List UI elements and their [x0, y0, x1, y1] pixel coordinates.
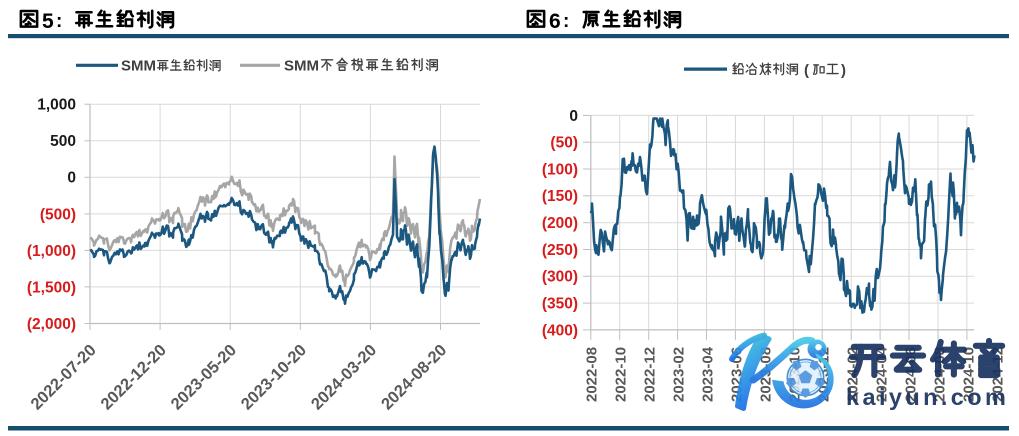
svg-text:2022-12: 2022-12	[641, 347, 658, 402]
svg-text:(150): (150)	[542, 188, 578, 205]
svg-text::: :	[563, 11, 569, 32]
svg-text:(350): (350)	[542, 296, 578, 313]
svg-text:(2,000): (2,000)	[27, 316, 76, 333]
svg-text::: :	[56, 11, 62, 32]
svg-text:0: 0	[67, 170, 76, 187]
svg-text:5: 5	[42, 10, 54, 33]
svg-text:2022-08: 2022-08	[583, 347, 600, 402]
svg-text:(: (	[804, 62, 809, 79]
svg-text:(100): (100)	[542, 161, 578, 178]
svg-text:1,000: 1,000	[37, 97, 76, 114]
svg-text:(250): (250)	[542, 242, 578, 259]
svg-text:(300): (300)	[542, 269, 578, 286]
svg-text:0: 0	[569, 108, 578, 125]
svg-text:(200): (200)	[542, 215, 578, 232]
svg-text:2022-10: 2022-10	[612, 347, 629, 402]
svg-text:(400): (400)	[542, 322, 578, 339]
svg-text:2023-02: 2023-02	[670, 347, 687, 402]
svg-text:2023-04: 2023-04	[699, 346, 716, 402]
svg-text:(500): (500)	[40, 206, 76, 223]
svg-text:(1,000): (1,000)	[27, 243, 76, 260]
svg-text:(50): (50)	[550, 135, 578, 152]
svg-text:SMM: SMM	[284, 58, 319, 75]
svg-text:500: 500	[50, 133, 76, 150]
svg-text:6: 6	[549, 10, 561, 33]
svg-text:SMM: SMM	[121, 58, 156, 75]
svg-text:2024-04: 2024-04	[873, 346, 890, 402]
svg-text:kaiyun.com: kaiyun.com	[846, 384, 1009, 410]
svg-text:(1,500): (1,500)	[27, 279, 76, 296]
svg-text:): )	[841, 62, 846, 79]
